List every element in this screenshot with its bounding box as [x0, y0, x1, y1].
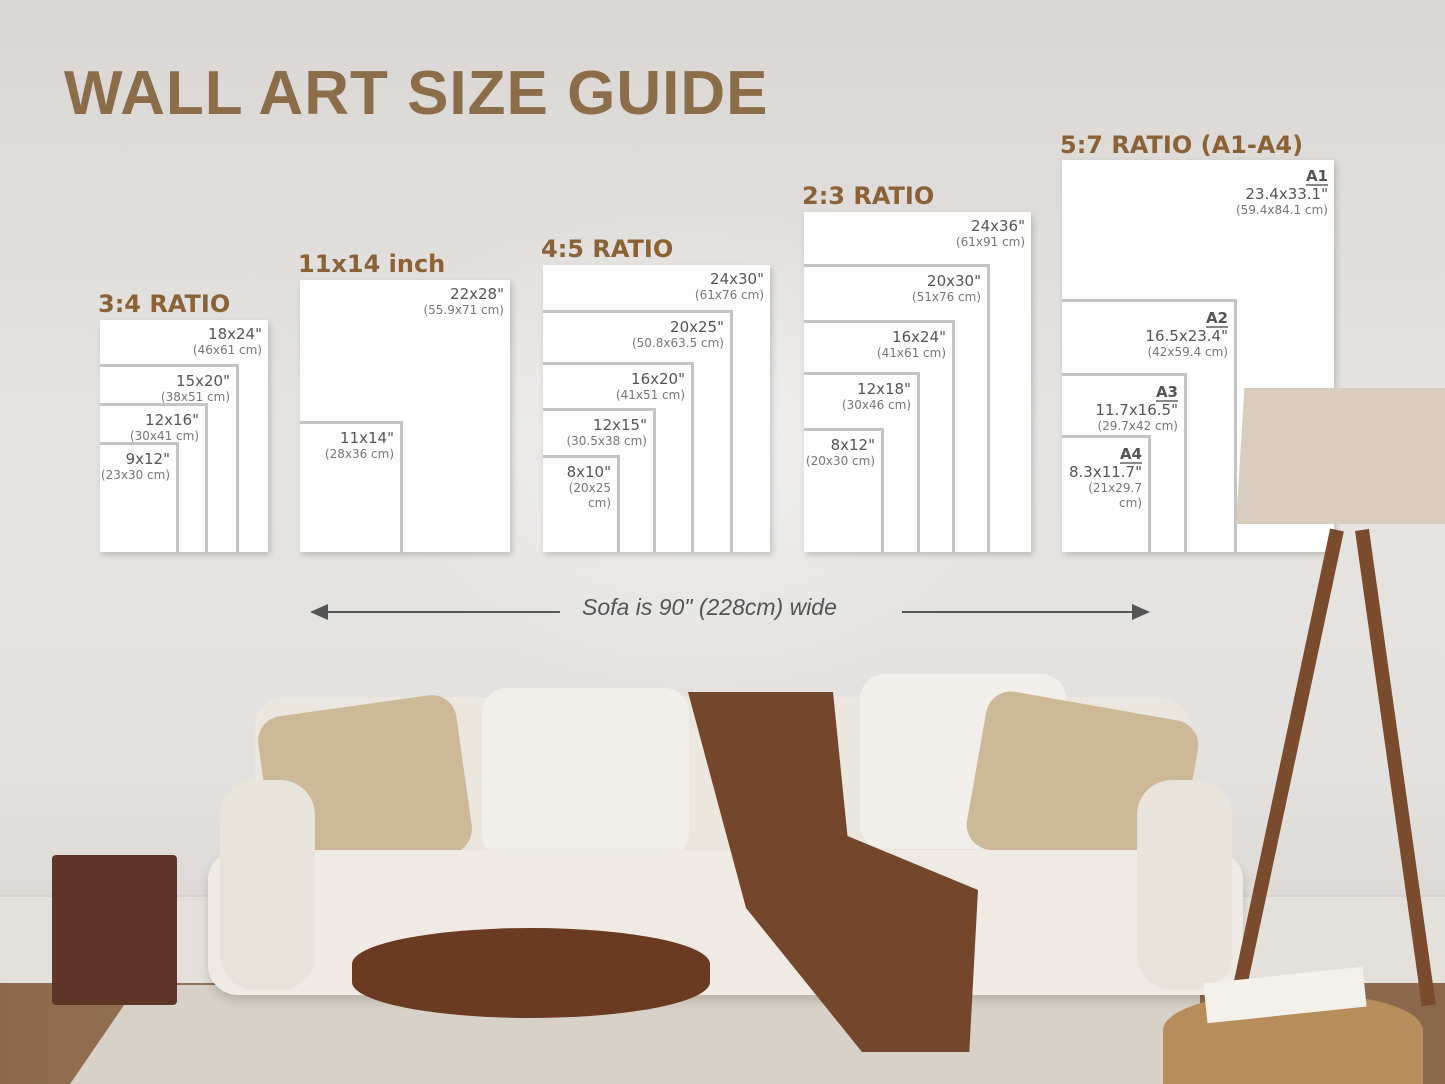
print-size-frame: 11x14" (28x36 cm) — [300, 421, 403, 552]
size-cm: (28x36 cm) — [324, 447, 394, 461]
size-inches: 12x18" — [857, 380, 911, 398]
size-inches: 8x12" — [830, 436, 875, 454]
size-cm: (20x25 cm) — [568, 481, 611, 510]
size-cm: (29.7x42 cm) — [1097, 419, 1178, 433]
size-inches: 11x14" — [340, 429, 394, 447]
size-cm: (21x29.7 cm) — [1088, 481, 1142, 510]
size-cm: (51x76 cm) — [911, 290, 981, 304]
arrow-right-icon — [1132, 604, 1150, 620]
sofa-width-note: Sofa is 90" (228cm) wide — [582, 594, 837, 620]
magazine-rack — [52, 855, 177, 1005]
size-cm: (50.8x63.5 cm) — [631, 336, 724, 350]
size-inches: 12x15" — [593, 416, 647, 434]
lamp-shade — [1236, 388, 1445, 524]
size-inches: 16x20" — [631, 370, 685, 388]
size-cm: (59.4x84.1 cm) — [1235, 203, 1328, 217]
size-cm: (20x30 cm) — [805, 454, 875, 468]
size-cm: (38x51 cm) — [160, 390, 230, 404]
paper-size-code: A4 — [1119, 445, 1142, 464]
page-title: WALL ART SIZE GUIDE — [64, 59, 769, 128]
size-cm: (23x30 cm) — [100, 468, 170, 482]
size-cm: (30x41 cm) — [129, 429, 199, 443]
print-size-frame: A4 8.3x11.7" (21x29.7 cm) — [1062, 435, 1151, 552]
size-inches: 16x24" — [892, 328, 946, 346]
group-title: 11x14 inch — [298, 250, 446, 278]
size-inches: 8.3x11.7" — [1068, 463, 1142, 481]
size-cm: (46x61 cm) — [192, 343, 262, 357]
size-inches: 20x25" — [670, 318, 724, 336]
pillow — [482, 688, 689, 858]
coffee-table — [352, 928, 710, 1018]
size-cm: (41x51 cm) — [615, 388, 685, 402]
group-title: 5:7 RATIO (A1-A4) — [1060, 131, 1304, 159]
print-size-frame: 9x12" (23x30 cm) — [100, 442, 179, 552]
size-cm: (61x76 cm) — [694, 288, 764, 302]
size-inches: 20x30" — [927, 272, 981, 290]
arrow-left-line — [320, 611, 560, 613]
print-size-frame: 8x10" (20x25 cm) — [543, 455, 620, 552]
size-inches: 12x16" — [145, 411, 199, 429]
size-cm: (30.5x38 cm) — [566, 434, 647, 448]
group-title: 4:5 RATIO — [541, 235, 674, 263]
size-inches: 23.4x33.1" — [1245, 185, 1328, 203]
paper-size-code: A3 — [1155, 383, 1178, 402]
size-inches: 9x12" — [125, 450, 170, 468]
paper-size-code: A1 — [1305, 167, 1328, 186]
size-inches: 24x36" — [971, 217, 1025, 235]
arrow-right-line — [902, 611, 1137, 613]
arrow-left-icon — [310, 604, 328, 620]
paper-size-code: A2 — [1205, 309, 1228, 328]
size-inches: 24x30" — [710, 270, 764, 288]
size-inches: 15x20" — [176, 372, 230, 390]
size-cm: (61x91 cm) — [955, 235, 1025, 249]
size-cm: (55.9x71 cm) — [423, 303, 504, 317]
print-size-frame: 8x12" (20x30 cm) — [804, 428, 884, 552]
size-inches: 16.5x23.4" — [1145, 327, 1228, 345]
size-cm: (30x46 cm) — [841, 398, 911, 412]
size-inches: 11.7x16.5" — [1095, 401, 1178, 419]
sofa-arm — [220, 780, 315, 990]
group-title: 2:3 RATIO — [802, 182, 935, 210]
size-inches: 8x10" — [566, 463, 611, 481]
size-inches: 18x24" — [208, 325, 262, 343]
sofa-arm — [1137, 780, 1232, 990]
size-cm: (42x59.4 cm) — [1147, 345, 1228, 359]
size-inches: 22x28" — [450, 285, 504, 303]
size-cm: (41x61 cm) — [876, 346, 946, 360]
group-title: 3:4 RATIO — [98, 290, 231, 318]
